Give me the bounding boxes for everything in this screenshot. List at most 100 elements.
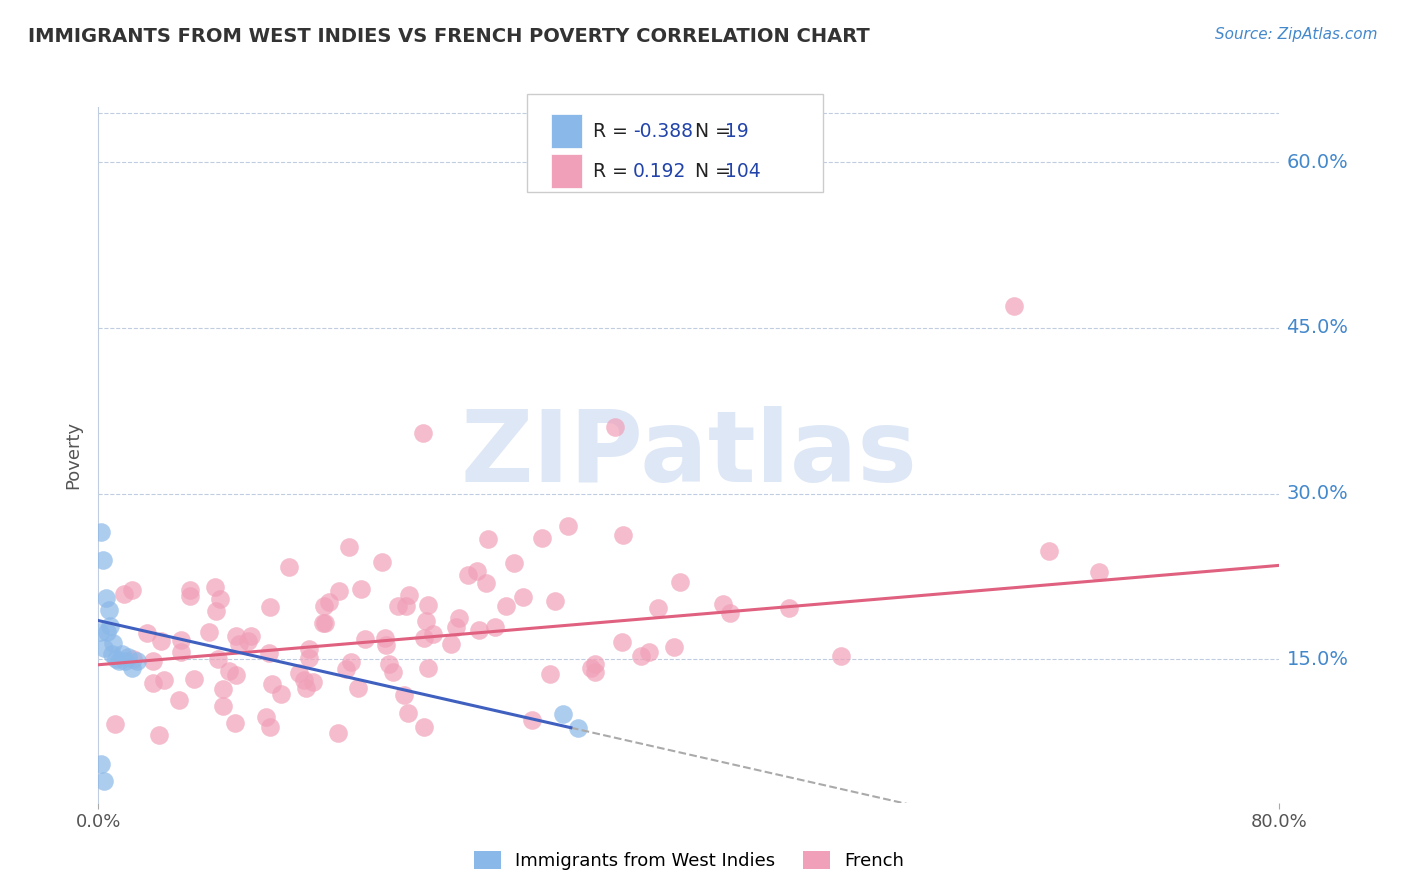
Point	[108, 655, 131, 669]
Point	[583, 665, 606, 680]
Point	[209, 592, 232, 607]
Point	[387, 599, 409, 614]
Point	[148, 728, 170, 742]
Text: R =: R =	[593, 121, 634, 141]
Point	[457, 568, 479, 582]
Point	[104, 717, 127, 731]
Point	[238, 634, 260, 648]
Point	[422, 627, 444, 641]
Point	[337, 540, 360, 554]
Point	[204, 580, 226, 594]
Point	[668, 575, 690, 590]
Point	[207, 651, 229, 665]
Point	[259, 600, 281, 615]
Point	[94, 591, 117, 606]
Point	[254, 710, 277, 724]
Point	[91, 553, 114, 567]
Point	[394, 599, 416, 613]
Point	[114, 655, 136, 669]
Text: 19: 19	[725, 121, 749, 141]
Point	[520, 713, 543, 727]
Point	[212, 682, 235, 697]
Y-axis label: Poverty: Poverty	[65, 421, 83, 489]
Point	[136, 626, 159, 640]
Point	[179, 589, 201, 603]
Point	[149, 634, 172, 648]
Text: 15.0%: 15.0%	[1286, 649, 1348, 669]
Point	[298, 650, 321, 665]
Point	[298, 641, 321, 656]
Point	[444, 620, 467, 634]
Point	[412, 720, 434, 734]
Point	[259, 720, 281, 734]
Point	[112, 587, 135, 601]
Point	[477, 532, 499, 546]
Point	[544, 594, 567, 608]
Text: 104: 104	[725, 161, 761, 181]
Point	[170, 633, 193, 648]
Point	[612, 527, 634, 541]
Point	[350, 582, 373, 596]
Point	[198, 625, 221, 640]
Point	[93, 641, 115, 656]
Point	[396, 706, 419, 720]
Point	[93, 773, 115, 788]
Point	[647, 601, 669, 615]
Point	[90, 525, 112, 540]
Point	[374, 638, 396, 652]
Point	[125, 655, 148, 669]
Point	[228, 637, 250, 651]
Point	[179, 583, 201, 598]
Point	[240, 629, 263, 643]
Point	[225, 668, 247, 682]
Point	[142, 676, 165, 690]
Point	[97, 602, 120, 616]
Point	[340, 655, 363, 669]
Point	[412, 425, 434, 440]
Text: R =: R =	[593, 161, 634, 181]
Point	[121, 661, 143, 675]
Point	[90, 757, 112, 772]
Point	[374, 631, 396, 645]
Point	[392, 688, 415, 702]
Point	[142, 654, 165, 668]
Point	[567, 721, 589, 735]
Point	[117, 650, 139, 665]
Point	[205, 604, 228, 618]
Point	[96, 624, 118, 639]
Point	[664, 640, 686, 654]
Point	[169, 645, 191, 659]
Point	[225, 629, 247, 643]
Point	[212, 699, 235, 714]
Point	[612, 635, 634, 649]
Point	[278, 559, 301, 574]
Point	[538, 666, 561, 681]
Point	[314, 615, 336, 630]
Point	[302, 675, 325, 690]
Point	[292, 673, 315, 688]
Point	[583, 657, 606, 671]
Point	[557, 519, 579, 533]
Point	[465, 564, 488, 578]
Point	[778, 600, 800, 615]
Point	[152, 673, 174, 687]
Point	[312, 599, 335, 613]
Point	[326, 726, 349, 740]
Point	[415, 614, 437, 628]
Point	[418, 598, 440, 612]
Text: 60.0%: 60.0%	[1286, 153, 1348, 172]
Point	[218, 664, 240, 678]
Point	[440, 637, 463, 651]
Point	[707, 161, 730, 175]
Point	[474, 576, 496, 591]
Text: IMMIGRANTS FROM WEST INDIES VS FRENCH POVERTY CORRELATION CHART: IMMIGRANTS FROM WEST INDIES VS FRENCH PO…	[28, 27, 870, 45]
Point	[605, 420, 627, 434]
Point	[495, 599, 517, 613]
Point	[167, 693, 190, 707]
Point	[346, 681, 368, 696]
Point	[257, 646, 280, 660]
Point	[1002, 299, 1025, 313]
Point	[381, 665, 404, 679]
Point	[270, 687, 292, 701]
Point	[638, 645, 661, 659]
